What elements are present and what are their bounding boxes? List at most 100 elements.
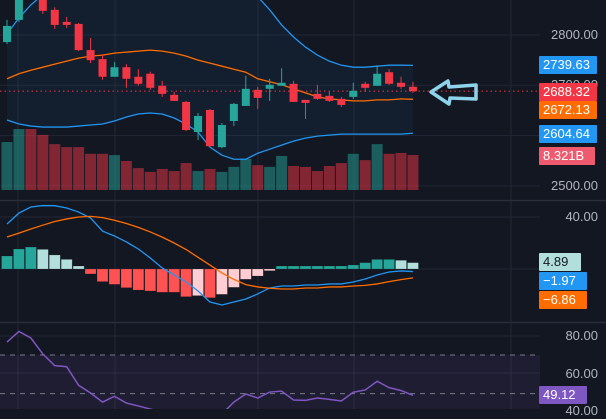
- macd-histogram-bar: [72, 265, 85, 270]
- bollinger-upper-line: [6, 0, 413, 68]
- candle-body: [86, 50, 95, 61]
- candle-body: [170, 94, 179, 101]
- candle-body: [38, 0, 47, 11]
- volume-bar: [61, 147, 73, 190]
- macd-histogram-bar: [287, 265, 300, 270]
- candle-body: [385, 72, 394, 84]
- candle-body: [373, 73, 382, 86]
- left-arrow-outline-icon: [429, 79, 478, 106]
- macd-histogram-bar: [275, 265, 288, 270]
- rsi-tick-40: 40.00: [565, 403, 598, 418]
- price-tick-2800: 2800.00: [551, 27, 598, 42]
- macd-histogram-bar: [371, 259, 383, 270]
- rsi-band-fill: [0, 355, 540, 409]
- candle-body: [241, 88, 250, 106]
- volume-bar: [192, 171, 204, 190]
- macd-histogram-bar: [108, 268, 121, 285]
- bb-basis-tag: 2672.13: [539, 101, 597, 119]
- price-tick-2500: 2500.00: [551, 178, 598, 193]
- volume-bar: [25, 128, 37, 190]
- volume-bar: [228, 166, 240, 190]
- volume-bar: [407, 154, 419, 190]
- macd-histogram-bar: [240, 268, 252, 280]
- volume-bar: [383, 153, 395, 190]
- macd-histogram-bar: [407, 262, 419, 270]
- macd-histogram-bar: [299, 265, 312, 270]
- macd-histogram-bar: [323, 265, 336, 270]
- candle-body: [98, 59, 107, 77]
- volume-bar: [311, 171, 323, 190]
- signal-tag: −6.86: [539, 291, 587, 309]
- candle-body: [50, 9, 59, 25]
- candle-body: [146, 73, 155, 88]
- bb-lower-tag: 2604.64: [539, 125, 597, 143]
- macd-histogram-bar: [192, 268, 204, 296]
- bb-upper-tag: 2739.63: [539, 56, 597, 74]
- volume-bar: [144, 171, 156, 190]
- candle-body: [337, 98, 346, 105]
- volume-bar: [73, 147, 85, 190]
- volume-bar: [37, 134, 49, 190]
- rsi-tag: 49.12: [539, 386, 587, 404]
- macd-histogram-bar: [25, 246, 37, 270]
- volume-bar: [347, 153, 359, 190]
- macd-histogram-bar: [13, 248, 25, 270]
- candle-body: [301, 99, 310, 103]
- candle-body: [229, 103, 238, 122]
- volume-bar: [132, 168, 144, 190]
- macd-histogram-bar: [383, 259, 395, 270]
- volume-bar: [1, 142, 13, 190]
- macd-histogram-bar: [132, 268, 145, 291]
- chart-canvas[interactable]: [0, 0, 606, 409]
- candle-body: [289, 83, 298, 102]
- macd-pane[interactable]: [1, 204, 419, 306]
- volume-bar: [288, 166, 300, 190]
- macd-histogram-bar: [347, 264, 360, 270]
- candle-body: [14, 0, 23, 20]
- candle-body: [408, 86, 417, 92]
- volume-bar: [49, 144, 61, 190]
- candle-body: [265, 84, 274, 89]
- candle-body: [277, 82, 286, 86]
- volume-bar: [85, 153, 97, 190]
- last-price-tag: 2688.32: [539, 83, 597, 101]
- macd-tag: −1.97: [539, 272, 587, 290]
- macd-histogram-bar: [180, 268, 192, 297]
- macd-histogram-bar: [359, 262, 372, 270]
- macd-histogram-bar: [228, 268, 240, 288]
- volume-bar: [395, 152, 407, 190]
- rsi-tick-60: 60.00: [565, 366, 598, 381]
- macd-histogram-bar: [84, 268, 97, 275]
- rsi-pane[interactable]: [0, 330, 540, 409]
- macd-histogram-bar: [120, 268, 133, 289]
- candle-body: [110, 67, 119, 77]
- candle-body: [217, 125, 226, 148]
- bollinger-fill: [7, 0, 413, 160]
- macd-histogram-bar: [168, 268, 180, 293]
- macd-histogram-bar: [48, 254, 61, 270]
- candle-body: [397, 82, 406, 87]
- volume-bar: [359, 160, 371, 190]
- macd-histogram-bar: [335, 265, 348, 270]
- candle-body: [205, 109, 214, 147]
- candle-body: [74, 23, 83, 51]
- candle-body: [62, 21, 71, 25]
- volume-bar: [168, 171, 180, 190]
- volume-bar: [216, 171, 228, 190]
- macd-histogram-bar: [156, 268, 169, 293]
- signal-line: [6, 215, 414, 290]
- macd-histogram-bar: [144, 268, 157, 292]
- macd-histogram-bar: [395, 259, 407, 270]
- volume-bar: [240, 158, 252, 190]
- volume-bar: [371, 144, 383, 190]
- volume-tag: 8.321B: [539, 147, 595, 165]
- candle-body: [3, 25, 11, 43]
- volume-bar: [156, 168, 168, 190]
- macd-histogram-bar: [311, 265, 324, 270]
- price-pane[interactable]: [0, 0, 540, 190]
- macd-line: [6, 204, 413, 306]
- macd-histogram-bar: [1, 255, 13, 270]
- arrow-outline: [429, 79, 478, 106]
- macd-histogram-bar: [251, 268, 264, 277]
- macd-histogram-bar: [216, 268, 228, 295]
